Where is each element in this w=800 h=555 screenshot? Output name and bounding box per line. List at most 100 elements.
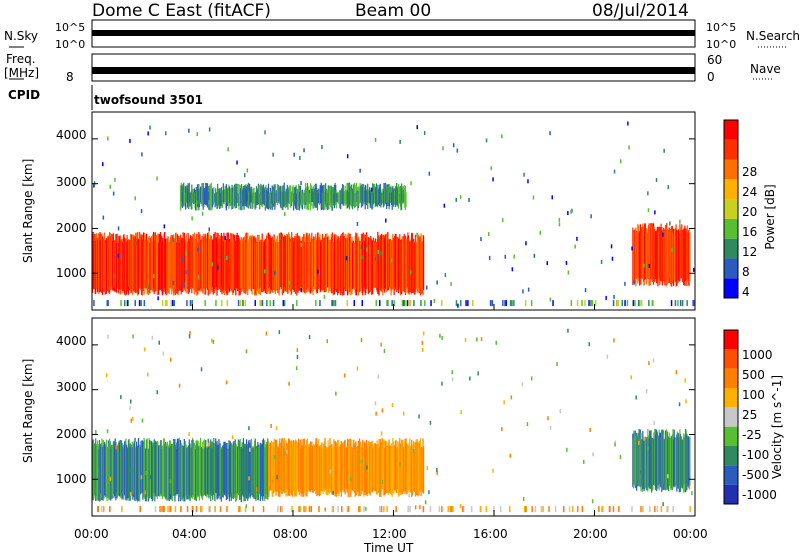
data-cell: [380, 448, 383, 492]
data-cell: [336, 442, 338, 494]
data-cell: [103, 442, 106, 496]
data-cell: [217, 233, 219, 290]
scatter-cell: [356, 221, 359, 226]
data-cell: [383, 235, 385, 290]
data-cell: [296, 193, 298, 210]
data-cell: [664, 229, 666, 286]
scatter-cell: [178, 383, 181, 388]
scatter-cell: [416, 125, 418, 130]
near-range-cell: [291, 506, 293, 513]
near-range-cell: [450, 506, 452, 513]
scatter-cell: [95, 430, 97, 435]
scatter-cell: [495, 340, 497, 345]
scatter-cell: [343, 373, 346, 378]
data-cell: [177, 239, 179, 295]
near-range-cell: [493, 506, 495, 513]
near-range-cell: [594, 300, 597, 307]
data-cell: [126, 446, 128, 501]
data-cell: [329, 242, 331, 291]
data-cell: [242, 237, 244, 290]
data-cell: [298, 184, 300, 207]
scatter-cell: [574, 244, 576, 249]
data-cell: [255, 243, 258, 296]
data-cell: [277, 448, 280, 497]
data-cell: [240, 447, 242, 498]
scatter-cell: [477, 371, 479, 376]
data-cell: [372, 241, 374, 295]
near-range-cell: [134, 300, 136, 307]
data-cell: [358, 444, 360, 497]
near-range-cell: [590, 300, 592, 307]
scatter-cell: [225, 380, 228, 385]
scatter-cell: [303, 148, 305, 153]
near-range-cell: [598, 506, 600, 513]
nsearch-tick-top: 10^5: [706, 21, 737, 34]
data-cell: [353, 443, 356, 493]
scatter-cell: [464, 337, 467, 342]
scatter-cell: [93, 183, 95, 188]
scatter-cell: [381, 479, 384, 484]
data-cell: [669, 437, 671, 486]
near-range-cell: [337, 506, 339, 513]
data-cell: [152, 447, 155, 497]
scatter-cell: [527, 179, 529, 184]
data-cell: [171, 242, 173, 295]
scatter-cell: [559, 409, 562, 414]
data-cell: [117, 448, 119, 495]
data-cell: [378, 439, 380, 493]
near-range-cell: [208, 506, 211, 513]
colorbar-frame: [723, 119, 739, 299]
scatter-cell: [605, 295, 607, 300]
data-cell: [418, 443, 420, 496]
scatter-cell: [248, 426, 250, 431]
power-cbar-tick: 8: [742, 265, 750, 279]
data-cell: [338, 193, 340, 204]
data-cell: [280, 442, 282, 490]
scatter-cell: [381, 408, 384, 413]
x-tick: 20:00: [573, 527, 608, 541]
data-cell: [217, 444, 219, 499]
power-cbar-tick: 4: [742, 285, 750, 299]
near-range-cell: [667, 506, 669, 513]
data-cell: [287, 443, 289, 490]
scatter-cell: [112, 274, 115, 279]
data-cell: [684, 434, 686, 493]
near-range-cell: [523, 506, 526, 513]
near-range-cell: [424, 300, 426, 307]
scatter-cell: [631, 246, 633, 251]
near-range-cell: [97, 506, 99, 513]
data-cell: [309, 443, 311, 492]
near-range-cell: [359, 506, 361, 513]
data-cell: [137, 445, 139, 502]
scatter-cell: [141, 152, 143, 157]
data-cell: [296, 236, 298, 296]
data-cell: [387, 242, 390, 290]
scatter-cell: [480, 237, 482, 242]
data-cell: [352, 448, 354, 491]
scatter-cell: [567, 211, 569, 215]
data-cell: [402, 236, 405, 291]
near-range-cell: [331, 506, 334, 513]
scatter-cell: [610, 244, 613, 249]
data-cell: [673, 233, 675, 281]
scatter-cell: [424, 500, 427, 505]
data-cell: [637, 225, 640, 282]
near-range-cell: [386, 300, 388, 307]
near-range-cell: [298, 506, 300, 513]
scatter-cell: [441, 381, 443, 386]
scatter-cell: [584, 288, 587, 293]
data-cell: [237, 183, 239, 203]
x-tick: 12:00: [372, 527, 407, 541]
scatter-cell: [201, 211, 204, 216]
data-cell: [394, 235, 396, 291]
data-cell: [374, 184, 376, 204]
near-range-cell: [502, 300, 504, 307]
scatter-cell: [299, 156, 301, 160]
scatter-cell: [321, 145, 323, 150]
data-cell: [651, 227, 653, 280]
data-cell: [204, 233, 206, 295]
scatter-cell: [352, 444, 355, 449]
near-range-cell: [409, 506, 411, 513]
near-range-cell: [161, 300, 164, 307]
scatter-cell: [288, 381, 290, 386]
